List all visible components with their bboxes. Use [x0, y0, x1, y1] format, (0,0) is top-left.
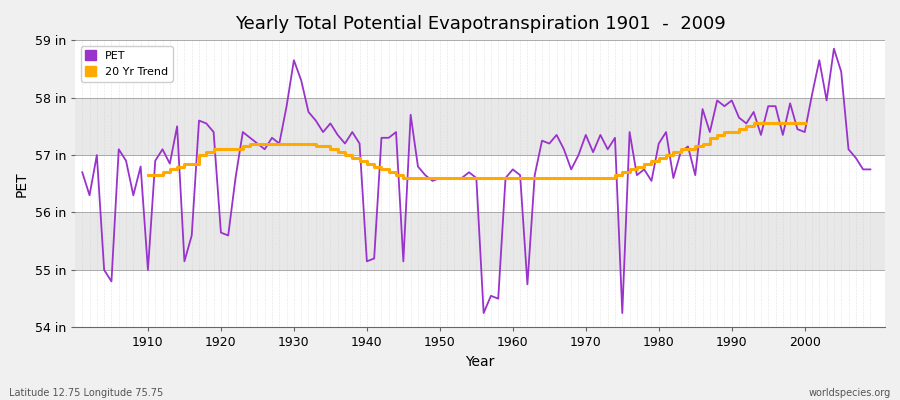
20 Yr Trend — [529, 176, 540, 180]
X-axis label: Year: Year — [465, 355, 495, 369]
20 Yr Trend — [310, 144, 321, 149]
Title: Yearly Total Potential Evapotranspiration 1901  -  2009: Yearly Total Potential Evapotranspiratio… — [235, 15, 725, 33]
PET — [508, 167, 518, 172]
Bar — [75, 212, 885, 270]
20 Yr Trend — [296, 141, 307, 146]
Text: worldspecies.org: worldspecies.org — [809, 388, 891, 398]
PET — [296, 78, 307, 83]
PET — [829, 46, 840, 51]
Bar — [75, 270, 885, 328]
20 Yr Trend — [223, 147, 234, 152]
20 Yr Trend — [705, 135, 716, 140]
Bar — [75, 40, 885, 98]
PET — [478, 311, 489, 316]
20 Yr Trend — [142, 173, 153, 178]
Y-axis label: PET: PET — [15, 171, 29, 196]
20 Yr Trend — [792, 121, 803, 126]
PET — [515, 173, 526, 178]
20 Yr Trend — [799, 121, 810, 126]
Legend: PET, 20 Yr Trend: PET, 20 Yr Trend — [80, 46, 173, 82]
20 Yr Trend — [398, 176, 409, 180]
Bar — [75, 98, 885, 155]
Line: PET: PET — [82, 49, 870, 313]
PET — [76, 170, 87, 175]
PET — [865, 167, 876, 172]
Bar — [75, 155, 885, 212]
Text: Latitude 12.75 Longitude 75.75: Latitude 12.75 Longitude 75.75 — [9, 388, 163, 398]
20 Yr Trend — [748, 121, 759, 126]
PET — [602, 147, 613, 152]
PET — [135, 164, 146, 169]
Line: 20 Yr Trend: 20 Yr Trend — [148, 124, 805, 178]
PET — [339, 141, 350, 146]
